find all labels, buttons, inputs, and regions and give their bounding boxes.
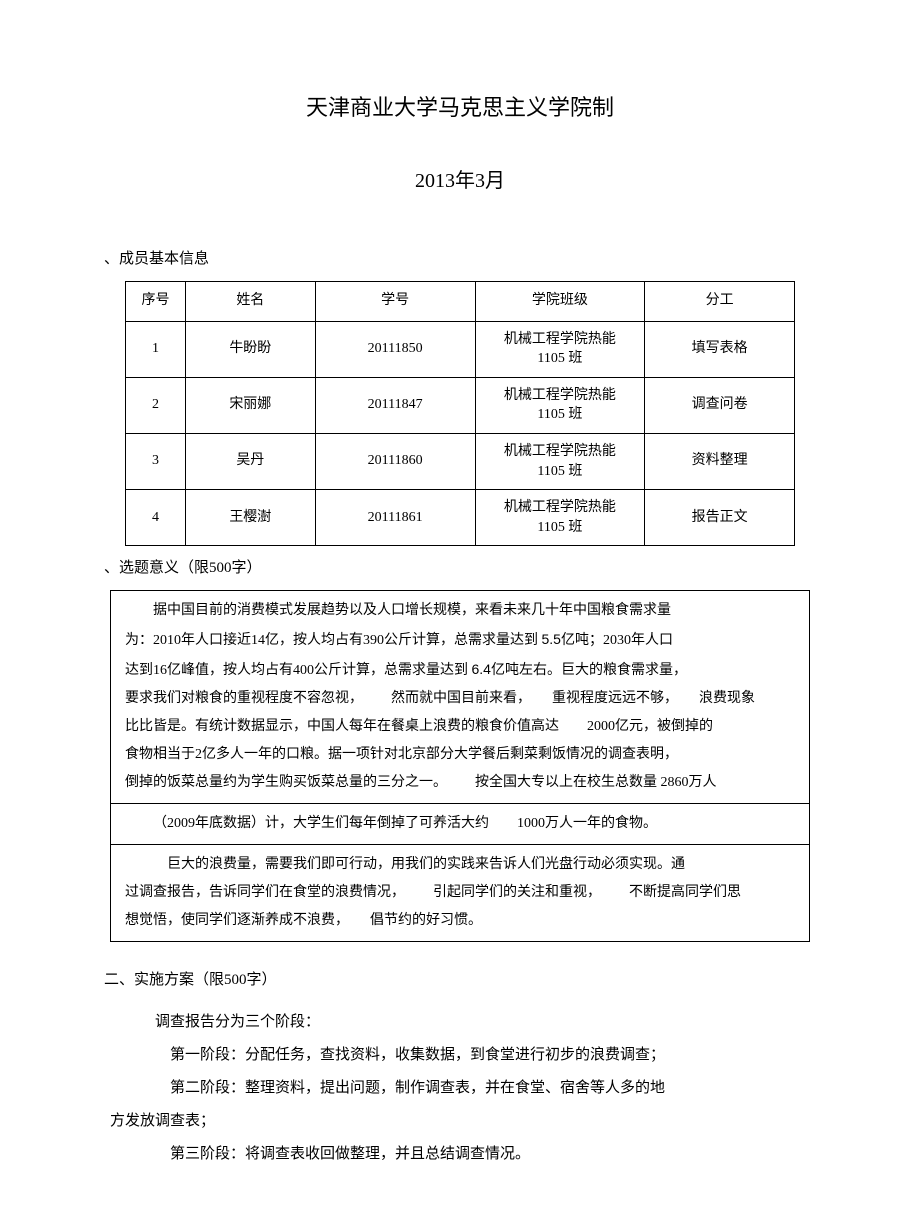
t: 2000亿元，被倒掉的 bbox=[587, 719, 713, 734]
class-line2: 1105 班 bbox=[537, 520, 582, 535]
class-line2: 1105 班 bbox=[537, 351, 582, 366]
topic-part-1: 据中国目前的消费模式发展趋势以及人口增长规模，来看未来几十年中国粮食需求量 为：… bbox=[111, 591, 809, 803]
topic-p3-l3: 想觉悟，使同学们逐渐养成不浪费， 倡节约的好习惯。 bbox=[125, 907, 795, 935]
topic-p1-l5: 比比皆是。有统计数据显示，中国人每年在餐桌上浪费的粮食价值高达 2000亿元，被倒… bbox=[125, 713, 795, 741]
t: 要求我们对粮食的重视程度不容忽视， bbox=[125, 691, 363, 706]
cell-seq: 3 bbox=[126, 433, 186, 489]
table-header-row: 序号 姓名 学号 学院班级 分工 bbox=[126, 282, 795, 321]
topic-p1-l4: 要求我们对粮食的重视程度不容忽视， 然而就中国目前来看， 重视程度远远不够， 浪费现象 bbox=[125, 685, 795, 713]
page-date: 2013年3月 bbox=[110, 165, 810, 197]
t: 2860万人 bbox=[661, 775, 717, 790]
topic-p1-l2: 为：2010年人口接近14亿，按人均占有390公斤计算，总需求量达到 5.5亿吨… bbox=[125, 625, 795, 655]
table-row: 4 王樱澍 20111861 机械工程学院热能 1105 班 报告正文 bbox=[126, 490, 795, 546]
cell-role: 调查问卷 bbox=[645, 377, 795, 433]
col-name: 姓名 bbox=[185, 282, 315, 321]
page-title: 天津商业大学马克思主义学院制 bbox=[110, 90, 810, 125]
cell-id: 20111850 bbox=[315, 321, 475, 377]
plan-line-4: 第三阶段：将调查表收回做整理，并且总结调查情况。 bbox=[110, 1138, 810, 1171]
cell-role: 报告正文 bbox=[645, 490, 795, 546]
class-line1: 机械工程学院热能 bbox=[504, 444, 616, 459]
t: 然而就中国目前来看， bbox=[391, 691, 531, 706]
t: 浪费现象 bbox=[699, 691, 755, 706]
plan-block: 调查报告分为三个阶段： 第一阶段：分配任务，查找资料，收集数据，到食堂进行初步的… bbox=[110, 1006, 810, 1171]
t: 不断提高同学们思 bbox=[629, 885, 741, 900]
cell-class: 机械工程学院热能 1105 班 bbox=[475, 433, 645, 489]
cell-name: 牛盼盼 bbox=[185, 321, 315, 377]
table-row: 1 牛盼盼 20111850 机械工程学院热能 1105 班 填写表格 bbox=[126, 321, 795, 377]
t: 按全国大专以上在校生总数量 bbox=[475, 775, 661, 790]
cell-seq: 4 bbox=[126, 490, 186, 546]
member-table: 序号 姓名 学号 学院班级 分工 1 牛盼盼 20111850 机械工程学院热能… bbox=[125, 281, 795, 546]
t: 比比皆是。有统计数据显示，中国人每年在餐桌上浪费的粮食价值高达 bbox=[125, 719, 559, 734]
class-line2: 1105 班 bbox=[537, 407, 582, 422]
cell-role: 填写表格 bbox=[645, 321, 795, 377]
col-seq: 序号 bbox=[126, 282, 186, 321]
table-row: 2 宋丽娜 20111847 机械工程学院热能 1105 班 调查问卷 bbox=[126, 377, 795, 433]
cell-name: 王樱澍 bbox=[185, 490, 315, 546]
topic-p2: （2009年底数据）计，大学生们每年倒掉了可养活大约 1000万人一年的食物。 bbox=[125, 810, 795, 838]
cell-class: 机械工程学院热能 1105 班 bbox=[475, 377, 645, 433]
topic-p1-l6: 食物相当于2亿多人一年的口粮。据一项针对北京部分大学餐后剩菜剩饭情况的调查表明， bbox=[125, 741, 795, 769]
cell-seq: 1 bbox=[126, 321, 186, 377]
cell-class: 机械工程学院热能 1105 班 bbox=[475, 321, 645, 377]
t: （2009年底数据）计，大学生们每年倒掉了可养活大约 bbox=[153, 816, 489, 831]
t: 倡节约的好习惯。 bbox=[370, 913, 482, 928]
t: 亿吨；2030年人口 bbox=[561, 633, 673, 648]
cell-id: 20111861 bbox=[315, 490, 475, 546]
plan-line-3: 第二阶段：整理资料，提出问题，制作调查表，并在食堂、宿舍等人多的地 bbox=[110, 1072, 810, 1105]
topic-p1-l1: 据中国目前的消费模式发展趋势以及人口增长规模，来看未来几十年中国粮食需求量 bbox=[125, 597, 795, 625]
topic-p1-l3: 达到16亿峰值，按人均占有400公斤计算，总需求量达到 6.4亿吨左右。巨大的粮… bbox=[125, 655, 795, 685]
t: 倒掉的饭菜总量约为学生购买饭菜总量的三分之一。 bbox=[125, 775, 447, 790]
t: 为：2010年人口接近14亿，按人均占有390公斤计算，总需求量达到 bbox=[125, 633, 542, 648]
cell-role: 资料整理 bbox=[645, 433, 795, 489]
t: 引起同学们的关注和重视， bbox=[433, 885, 601, 900]
plan-line-2: 第一阶段：分配任务，查找资料，收集数据，到食堂进行初步的浪费调查； bbox=[110, 1039, 810, 1072]
topic-box: 据中国目前的消费模式发展趋势以及人口增长规模，来看未来几十年中国粮食需求量 为：… bbox=[110, 590, 810, 942]
t: 亿吨左右。巨大的粮食需求量， bbox=[491, 663, 687, 678]
col-role: 分工 bbox=[645, 282, 795, 321]
cell-id: 20111847 bbox=[315, 377, 475, 433]
col-id: 学号 bbox=[315, 282, 475, 321]
topic-part-2: （2009年底数据）计，大学生们每年倒掉了可养活大约 1000万人一年的食物。 bbox=[111, 803, 809, 844]
t: 1000万人一年的食物。 bbox=[517, 816, 657, 831]
topic-p1-l7: 倒掉的饭菜总量约为学生购买饭菜总量的三分之一。 按全国大专以上在校生总数量 286… bbox=[125, 769, 795, 797]
cell-name: 宋丽娜 bbox=[185, 377, 315, 433]
topic-p3-l2: 过调查报告，告诉同学们在食堂的浪费情况， 引起同学们的关注和重视， 不断提高同学们思 bbox=[125, 879, 795, 907]
table-row: 3 吴丹 20111860 机械工程学院热能 1105 班 资料整理 bbox=[126, 433, 795, 489]
class-line1: 机械工程学院热能 bbox=[504, 332, 616, 347]
section1-label: 、成员基本信息 bbox=[104, 247, 810, 271]
plan-line-1: 调查报告分为三个阶段： bbox=[110, 1006, 810, 1039]
cell-class: 机械工程学院热能 1105 班 bbox=[475, 490, 645, 546]
plan-line-3b: 方发放调查表； bbox=[110, 1105, 810, 1138]
t: 想觉悟，使同学们逐渐养成不浪费， bbox=[125, 913, 349, 928]
t: 6.4 bbox=[472, 661, 491, 677]
t: 达到16亿峰值，按人均占有400公斤计算，总需求量达到 bbox=[125, 663, 472, 678]
class-line1: 机械工程学院热能 bbox=[504, 388, 616, 403]
cell-id: 20111860 bbox=[315, 433, 475, 489]
cell-seq: 2 bbox=[126, 377, 186, 433]
cell-name: 吴丹 bbox=[185, 433, 315, 489]
t: 过调查报告，告诉同学们在食堂的浪费情况， bbox=[125, 885, 405, 900]
topic-part-3: 巨大的浪费量，需要我们即可行动，用我们的实践来告诉人们光盘行动必须实现。通 过调… bbox=[111, 844, 809, 941]
topic-label: 、选题意义（限500字） bbox=[104, 556, 810, 580]
col-class: 学院班级 bbox=[475, 282, 645, 321]
section2-label: 二、实施方案（限500字） bbox=[104, 968, 810, 992]
topic-p3-l1: 巨大的浪费量，需要我们即可行动，用我们的实践来告诉人们光盘行动必须实现。通 bbox=[125, 851, 795, 879]
class-line1: 机械工程学院热能 bbox=[504, 500, 616, 515]
class-line2: 1105 班 bbox=[537, 464, 582, 479]
t: 5.5 bbox=[542, 631, 561, 647]
t: 重视程度远远不够， bbox=[552, 691, 678, 706]
